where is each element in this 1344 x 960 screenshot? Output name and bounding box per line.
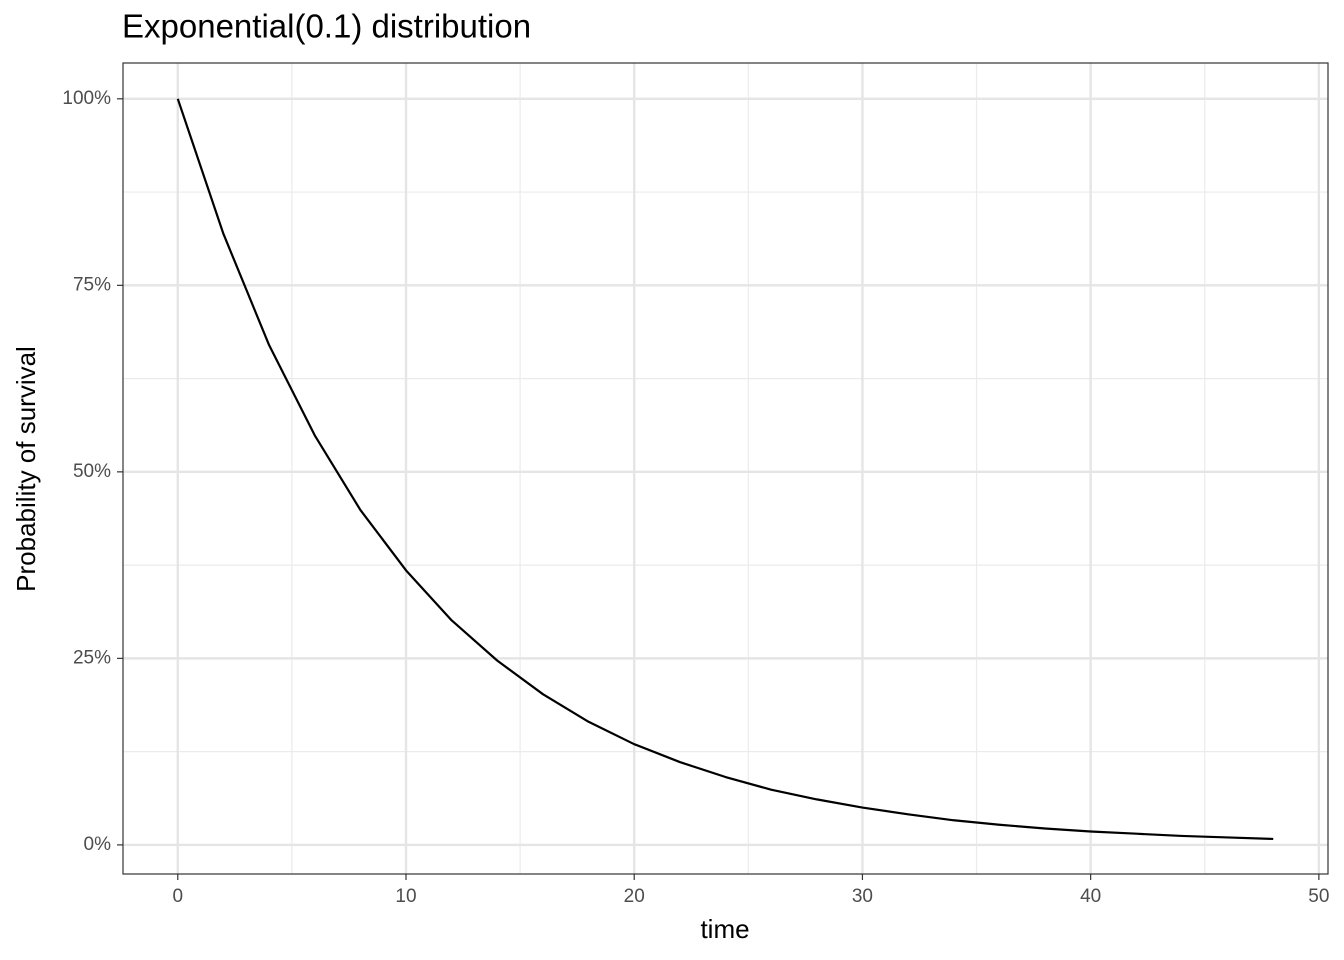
y-tick-label: 75% bbox=[73, 274, 111, 295]
y-axis-title: Probability of survival bbox=[11, 346, 41, 592]
x-tick-label: 0 bbox=[172, 886, 183, 907]
y-tick-label: 25% bbox=[73, 647, 111, 668]
y-tick-label: 0% bbox=[84, 834, 112, 855]
x-tick-label: 40 bbox=[1080, 886, 1101, 907]
x-tick-label: 30 bbox=[852, 886, 873, 907]
line bbox=[176, 98, 1274, 841]
plot-border bbox=[122, 62, 1329, 875]
x-tick-label: 10 bbox=[395, 886, 416, 907]
x-tick-label: 20 bbox=[624, 886, 645, 907]
y-tick-label: 100% bbox=[62, 88, 111, 109]
y-tick-label: 50% bbox=[73, 461, 111, 482]
chart-title: Exponential(0.1) distribution bbox=[122, 8, 531, 45]
x-tick-label: 50 bbox=[1308, 886, 1329, 907]
x-axis-title: time bbox=[700, 914, 749, 944]
plot-background bbox=[123, 63, 1328, 874]
